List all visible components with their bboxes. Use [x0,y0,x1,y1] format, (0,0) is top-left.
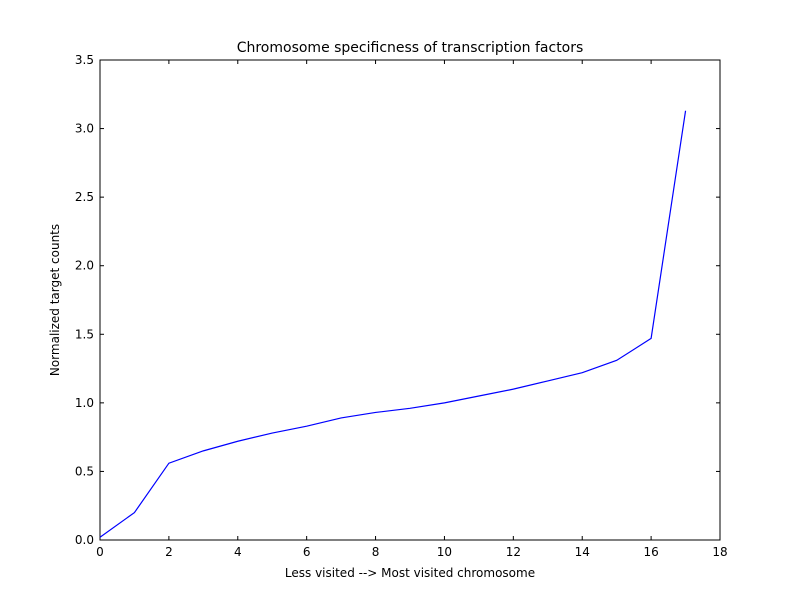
chart-title: Chromosome specificness of transcription… [237,40,584,56]
x-tick-label: 10 [437,545,452,559]
y-tick-label: 2.5 [75,190,94,204]
x-tick-label: 0 [96,545,104,559]
series-line [99,110,687,538]
x-tick-label: 14 [575,545,590,559]
y-tick-label: 1.0 [75,396,94,410]
x-tick-label: 8 [372,545,380,559]
y-axis-label: Normalized target counts [48,224,62,376]
x-tick-label: 2 [165,545,173,559]
x-tick-label: 18 [712,545,727,559]
axis-ticks: 0 2 4 6 8 10 12 14 16 18 0.0 0.5 1.0 1.5 2.0 2.5 3.0 3.5 [75,53,728,559]
series-lines [99,110,687,538]
plot-area [99,59,721,541]
y-tick-label: 2.0 [75,259,94,273]
y-tick-label: 0.5 [75,464,94,478]
x-tick-label: 16 [643,545,658,559]
y-tick-label: 0.0 [75,533,94,547]
x-tick-label: 6 [303,545,311,559]
y-tick-label: 1.5 [75,327,94,341]
x-axis-label: Less visited --> Most visited chromosome [285,566,535,580]
y-tick-label: 3.5 [75,53,94,67]
x-tick-label: 12 [506,545,521,559]
y-tick-label: 3.0 [75,122,94,136]
x-tick-label: 4 [234,545,242,559]
